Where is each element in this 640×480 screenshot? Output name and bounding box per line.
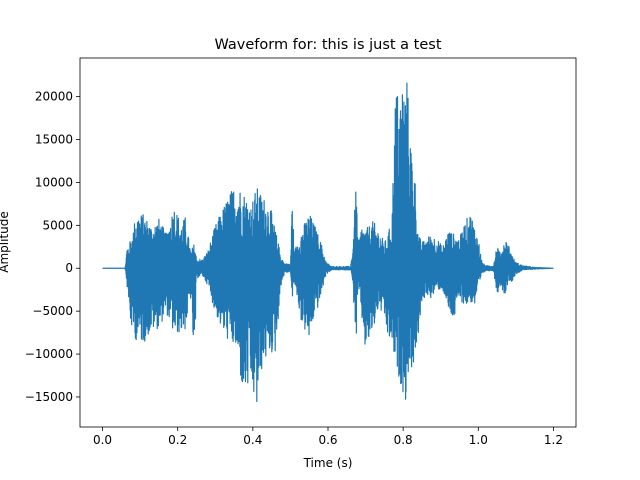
y-axis: −15000 −10000 −5000 0 5000 10000 15000 20000 bbox=[25, 90, 80, 404]
x-tick-label: 1.0 bbox=[469, 433, 488, 447]
y-axis-label: Amplitude bbox=[0, 211, 11, 273]
plot-area bbox=[102, 82, 554, 403]
y-tick-label: −15000 bbox=[25, 390, 73, 404]
x-tick-label: 0.8 bbox=[394, 433, 413, 447]
y-tick-label: 15000 bbox=[35, 133, 73, 147]
y-tick-label: −10000 bbox=[25, 347, 73, 361]
x-tick-label: 0.0 bbox=[93, 433, 112, 447]
y-tick-label: 0 bbox=[65, 261, 73, 275]
x-tick-label: 1.2 bbox=[544, 433, 563, 447]
chart-title: Waveform for: this is just a test bbox=[214, 37, 441, 53]
x-axis: 0.0 0.2 0.4 0.6 0.8 1.0 1.2 bbox=[93, 427, 563, 447]
y-tick-label: −5000 bbox=[32, 304, 73, 318]
y-tick-label: 20000 bbox=[35, 90, 73, 104]
waveform-line bbox=[102, 82, 554, 403]
y-tick-label: 10000 bbox=[35, 175, 73, 189]
x-tick-label: 0.4 bbox=[243, 433, 262, 447]
y-tick-label: 5000 bbox=[42, 218, 73, 232]
x-tick-label: 0.6 bbox=[318, 433, 337, 447]
x-axis-label: Time (s) bbox=[303, 456, 353, 470]
x-tick-label: 0.2 bbox=[168, 433, 187, 447]
